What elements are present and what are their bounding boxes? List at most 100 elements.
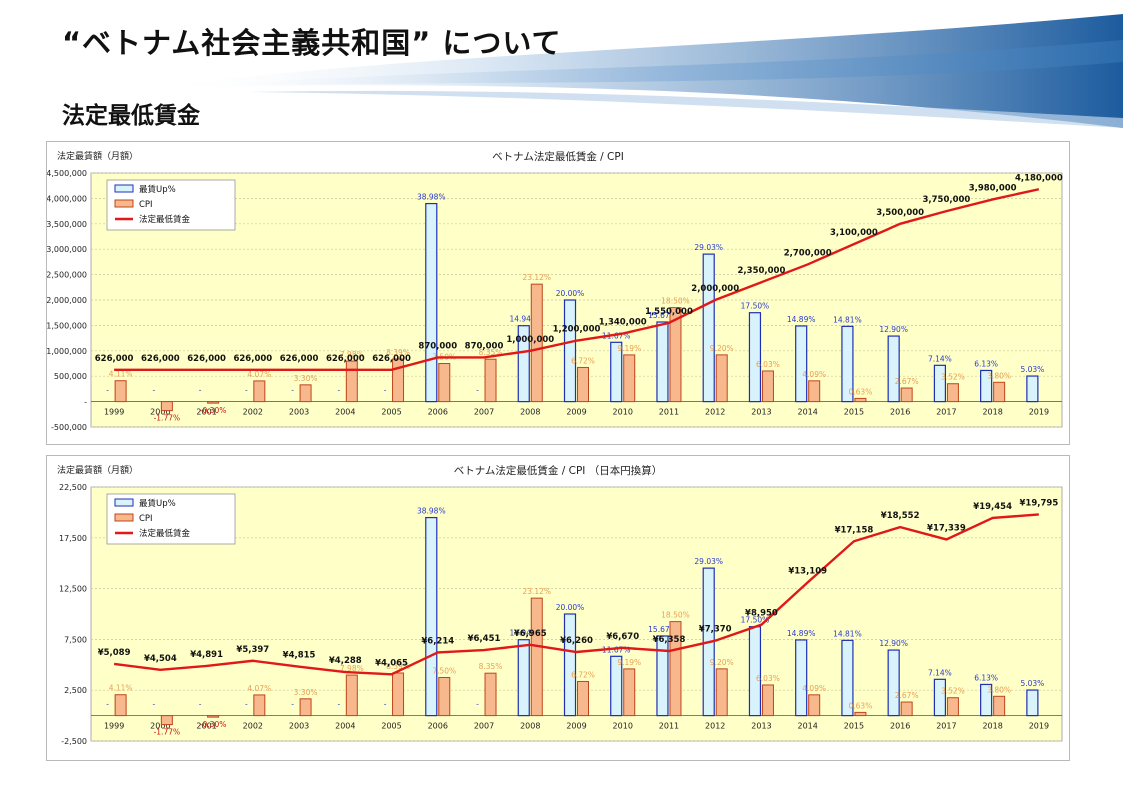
x-tick-label: 2006 — [428, 408, 448, 417]
label-cpi: 7.98% — [340, 350, 364, 359]
x-tick-label: 2019 — [1029, 408, 1049, 417]
legend-label-line: 法定最低賃金 — [139, 214, 191, 225]
bar-up — [887, 335, 900, 403]
x-tick-label: 2011 — [659, 722, 679, 731]
label-cpi: 3.30% — [294, 374, 318, 383]
bar-up — [425, 202, 438, 403]
label-minimum-wage: ¥19,454 — [973, 502, 1012, 512]
label-up: 20.00% — [556, 603, 585, 612]
y-axis-label: 法定最賃額（月額） — [57, 150, 138, 162]
bar-cpi — [484, 358, 497, 403]
label-cpi: 6.03% — [756, 360, 780, 369]
label-cpi: -0.30% — [200, 406, 227, 415]
x-tick-label: 2019 — [1029, 722, 1049, 731]
bar-cpi — [900, 701, 913, 717]
bar-up — [1026, 689, 1039, 717]
left-tick-label: 4,000,000 — [47, 194, 87, 203]
left-tick-label: 3,500,000 — [47, 220, 87, 229]
label-cpi: 9.19% — [617, 658, 641, 667]
x-tick-label: 2017 — [936, 722, 956, 731]
label-cpi: -1.77% — [154, 414, 181, 423]
label-minimum-wage: 626,000 — [280, 354, 319, 364]
bar-up — [933, 678, 947, 717]
bar-up — [656, 635, 669, 717]
label-cpi: 8.39% — [386, 348, 410, 357]
label-minimum-wage: 1,550,000 — [645, 307, 693, 317]
x-tick-label: 2008 — [520, 408, 540, 417]
left-tick-label: -500,000 — [51, 423, 87, 432]
label-up: 15.67% — [648, 625, 677, 634]
label-minimum-wage: 4,180,000 — [1015, 173, 1063, 183]
x-tick-label: 2015 — [844, 408, 864, 417]
label-minimum-wage: 2,000,000 — [691, 284, 739, 294]
x-tick-label: 2003 — [289, 722, 309, 731]
label-minimum-wage: ¥6,670 — [606, 632, 639, 642]
x-tick-label: 2010 — [613, 408, 633, 417]
bar-cpi — [114, 380, 127, 403]
slide-title: “ベトナム社会主義共和国” について — [62, 26, 562, 60]
x-tick-label: 1999 — [104, 722, 124, 731]
label-up: 6.13% — [974, 673, 998, 682]
label-up: 5.03% — [1020, 679, 1044, 688]
legend-swatch-cpi — [114, 513, 134, 522]
bar-cpi — [253, 380, 266, 403]
label-up: - — [245, 700, 248, 709]
x-tick-label: 2012 — [705, 408, 725, 417]
x-tick-label: 2005 — [381, 722, 401, 731]
bar-cpi — [438, 363, 451, 403]
left-tick-label: 2,500,000 — [47, 271, 87, 280]
label-minimum-wage: ¥13,109 — [788, 566, 827, 576]
bar-up — [656, 321, 669, 403]
label-up: 14.94% — [509, 315, 538, 324]
label-up: 17.50% — [741, 302, 770, 311]
legend-label-cpi: CPI — [139, 200, 153, 210]
left-tick-label: 4,500,000 — [47, 169, 87, 178]
bar-cpi — [392, 358, 405, 403]
label-minimum-wage: ¥6,214 — [421, 636, 454, 646]
chart-title: ベトナム法定最低賃金 / CPI — [492, 150, 624, 163]
x-tick-label: 2008 — [520, 722, 540, 731]
label-cpi: 23.12% — [522, 587, 551, 596]
left-tick-label: 1,000,000 — [47, 347, 87, 356]
x-tick-label: 2012 — [705, 722, 725, 731]
label-cpi: 6.72% — [571, 670, 595, 679]
left-tick-label: 17,500 — [59, 534, 87, 543]
bar-cpi — [530, 597, 543, 717]
x-tick-label: 2010 — [613, 722, 633, 731]
x-tick-label: 2016 — [890, 408, 910, 417]
x-tick-label: 2005 — [381, 408, 401, 417]
bar-cpi — [761, 684, 774, 717]
x-tick-label: 2016 — [890, 722, 910, 731]
x-tick-label: 1999 — [104, 408, 124, 417]
label-cpi: 8.35% — [479, 348, 503, 357]
label-up: - — [476, 700, 479, 709]
label-minimum-wage: ¥4,891 — [190, 650, 223, 660]
label-minimum-wage: 3,750,000 — [922, 195, 970, 205]
chart-minimum-wage-jpy: ベトナム法定最低賃金 / CPI （日本円換算） 法定最賃額（月額） -2,500 2… — [46, 455, 1070, 761]
bar-cpi — [345, 674, 358, 717]
label-up: 38.98% — [417, 193, 446, 202]
label-minimum-wage: ¥6,451 — [468, 634, 501, 644]
label-up: 14.89% — [787, 629, 816, 638]
label-minimum-wage: 626,000 — [141, 354, 180, 364]
bar-up — [1026, 375, 1039, 403]
x-tick-label: 2015 — [844, 722, 864, 731]
legend-label-cpi: CPI — [139, 514, 153, 524]
bar-up — [563, 299, 577, 403]
bar-up — [748, 312, 762, 403]
left-tick-label: 1,500,000 — [47, 321, 87, 330]
x-tick-label: 2017 — [936, 408, 956, 417]
label-minimum-wage: ¥8,950 — [745, 609, 778, 619]
label-cpi: 9.20% — [710, 658, 734, 667]
bar-cpi — [392, 672, 405, 717]
bar-up — [748, 626, 762, 717]
bar-cpi — [253, 694, 266, 717]
bar-cpi — [900, 387, 913, 403]
label-minimum-wage: ¥6,358 — [653, 635, 686, 645]
bar-up — [933, 364, 947, 403]
x-tick-label: 2014 — [798, 722, 818, 731]
label-minimum-wage: 2,350,000 — [738, 266, 786, 276]
label-minimum-wage: ¥6,260 — [560, 636, 593, 646]
x-tick-label: 2000 — [150, 408, 170, 417]
left-tick-label: 2,000,000 — [47, 296, 87, 305]
